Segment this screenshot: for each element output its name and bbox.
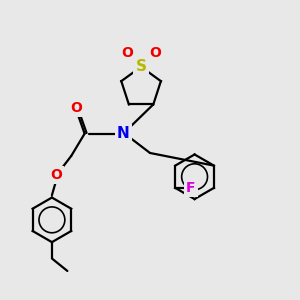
Text: S: S — [136, 59, 147, 74]
Text: O: O — [50, 168, 62, 182]
Text: N: N — [117, 126, 130, 141]
Text: F: F — [186, 181, 196, 195]
Text: O: O — [149, 46, 161, 60]
Text: O: O — [70, 101, 82, 116]
Text: O: O — [121, 46, 133, 60]
